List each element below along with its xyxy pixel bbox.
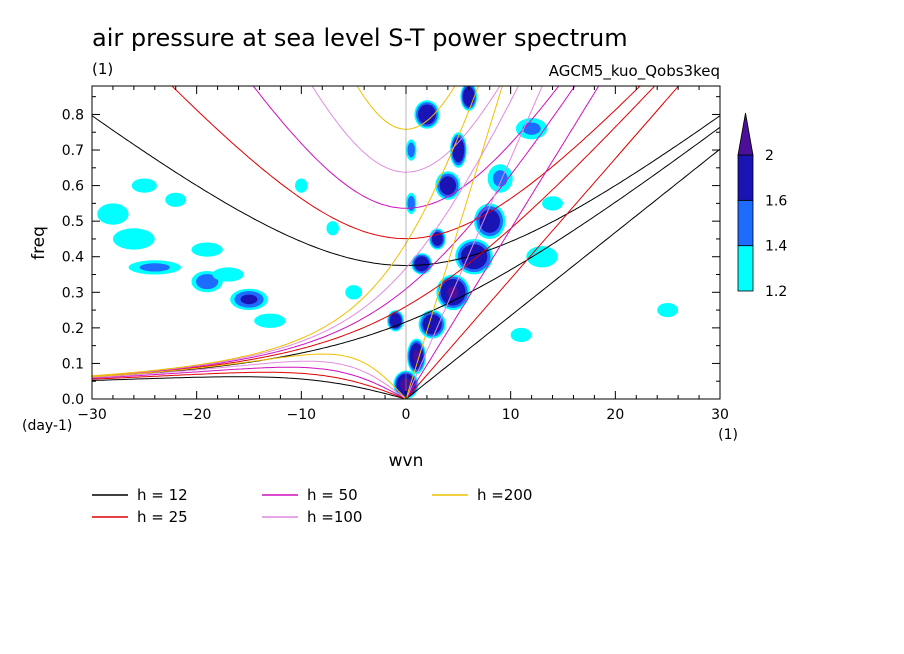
contour-18-1 <box>196 274 219 290</box>
dispersion-h100-rossby <box>92 360 407 399</box>
model-label: AGCM5_kuo_Qobs3keq <box>549 62 720 81</box>
colorbar-extend-triangle <box>737 112 754 156</box>
y-unit-label: (day-1) <box>22 418 72 434</box>
contour-27-0 <box>526 246 558 268</box>
y-tick-label: 0.3 <box>62 285 84 301</box>
y-tick-label: 0.1 <box>62 356 84 372</box>
contour-23-0 <box>131 178 157 193</box>
contour-33-0 <box>542 196 563 211</box>
contour-17-2 <box>240 294 258 305</box>
dispersion-h25-rossby <box>92 371 407 399</box>
contour-4-3 <box>447 286 459 299</box>
x-tick-label: −30 <box>77 407 107 423</box>
x-tick-label: 30 <box>711 407 729 423</box>
legend-label-h12: h = 12 <box>137 486 188 504</box>
contour-19-1 <box>139 263 170 272</box>
contour-26-0 <box>212 267 244 282</box>
contour-31-0 <box>295 178 308 193</box>
dispersion-h12-rossby <box>92 376 407 399</box>
colorbar-label: 2 <box>765 148 774 164</box>
contour-30-0 <box>326 221 340 236</box>
legend-label-h50: h = 50 <box>307 486 358 504</box>
x-tick-label: −20 <box>182 407 212 423</box>
x-axis-label: wvn <box>389 451 424 471</box>
dispersion-h200-kelvin <box>405 86 503 399</box>
y-tick-label: 0.7 <box>62 143 84 159</box>
dispersion-h50-kelvin <box>405 86 600 399</box>
dispersion-h50-rossby <box>92 366 407 399</box>
x-tick-label: 10 <box>502 407 520 423</box>
y-tick-label: 0.2 <box>62 321 84 337</box>
y-tick-label: 0.8 <box>62 107 84 123</box>
colorbar-label: 1.2 <box>765 284 787 300</box>
contour-20-0 <box>254 313 286 328</box>
colorbar-label: 1.4 <box>765 239 787 255</box>
x-tick-label: 0 <box>402 407 411 423</box>
dispersion-h25-kelvin <box>405 86 680 399</box>
dispersion-h200-rossby <box>92 353 407 399</box>
colorbar-segment <box>737 199 754 247</box>
x-tick-label: −10 <box>287 407 317 423</box>
y-axis: 0.0 0.1 0.2 0.3 0.4 0.5 0.6 0.7 0.8 <box>62 96 720 408</box>
contour-14-1 <box>407 142 415 158</box>
title-units: (1) <box>92 60 113 78</box>
contour-28-0 <box>657 302 679 318</box>
contour-12-2 <box>462 86 475 107</box>
y-tick-label: 0.0 <box>62 392 84 408</box>
dispersion-h12-kelvin <box>405 148 720 399</box>
y-tick-label: 0.5 <box>62 214 84 230</box>
x-tick-label: 20 <box>606 407 624 423</box>
colorbar-segment <box>737 245 754 292</box>
dispersion-h100-kelvin <box>405 86 543 399</box>
contour-7-2 <box>414 256 430 272</box>
contour-11-2 <box>418 104 436 125</box>
legend-label-h100: h =100 <box>307 508 362 526</box>
contour-15-1 <box>492 170 508 187</box>
y-tick-label: 0.4 <box>62 250 84 266</box>
contour-29-0 <box>345 285 363 300</box>
legend-label-h25: h = 25 <box>137 508 188 526</box>
contour-25-0 <box>97 203 129 225</box>
contour-22-0 <box>191 242 223 257</box>
y-axis-label: freq <box>29 226 49 260</box>
contour-13-1 <box>407 195 415 211</box>
spectrum-contours <box>97 86 679 399</box>
colorbar-label: 1.6 <box>765 193 787 209</box>
x-unit-label: (1) <box>718 427 738 443</box>
contour-21-0 <box>112 228 155 250</box>
colorbar: 1.2 1.4 1.6 2 <box>737 112 787 300</box>
contour-9-2 <box>439 176 457 195</box>
contour-6-2 <box>479 209 501 233</box>
x-axis: −30 −20 −10 0 10 20 30 <box>77 86 729 423</box>
contour-24-0 <box>165 192 187 207</box>
chart-title: air pressure at sea level S-T power spec… <box>92 24 628 52</box>
legend: h = 12 h = 25 h = 50 h =100 h =200 <box>92 486 532 526</box>
legend-label-h200: h =200 <box>477 486 532 504</box>
contour-32-0 <box>510 327 532 343</box>
contour-10-2 <box>452 137 465 163</box>
y-tick-label: 0.6 <box>62 179 84 195</box>
colorbar-segment <box>737 154 754 201</box>
contour-5-2 <box>460 244 488 270</box>
